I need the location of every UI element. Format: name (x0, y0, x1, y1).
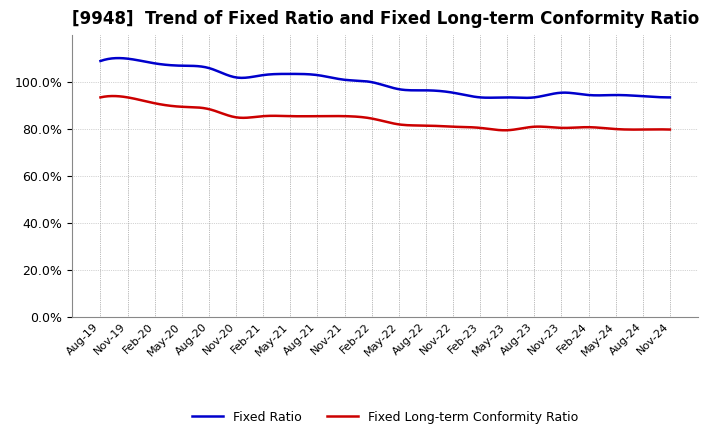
Fixed Ratio (665, 95, 674, 100)
Fixed Long-term Conformity Ratio (96, 95, 105, 100)
Fixed Ratio (616, 92, 625, 98)
Fixed Ratio (96, 59, 105, 64)
Fixed Long-term Conformity Ratio (109, 93, 118, 99)
Fixed Ratio (580, 92, 588, 97)
Fixed Ratio (437, 88, 446, 94)
Fixed Ratio (435, 88, 444, 94)
Fixed Long-term Conformity Ratio (580, 125, 588, 130)
Fixed Long-term Conformity Ratio (665, 127, 674, 132)
Line: Fixed Ratio: Fixed Ratio (101, 58, 670, 98)
Fixed Ratio (98, 58, 107, 63)
Fixed Ratio (446, 90, 455, 95)
Fixed Ratio (113, 55, 122, 61)
Fixed Long-term Conformity Ratio (98, 94, 107, 99)
Fixed Long-term Conformity Ratio (500, 128, 508, 133)
Fixed Ratio (521, 95, 529, 100)
Legend: Fixed Ratio, Fixed Long-term Conformity Ratio: Fixed Ratio, Fixed Long-term Conformity … (187, 406, 583, 429)
Title: [9948]  Trend of Fixed Ratio and Fixed Long-term Conformity Ratio: [9948] Trend of Fixed Ratio and Fixed Lo… (71, 10, 699, 28)
Fixed Long-term Conformity Ratio (616, 127, 625, 132)
Line: Fixed Long-term Conformity Ratio: Fixed Long-term Conformity Ratio (101, 96, 670, 130)
Fixed Long-term Conformity Ratio (437, 124, 446, 129)
Fixed Long-term Conformity Ratio (446, 124, 455, 129)
Fixed Long-term Conformity Ratio (435, 124, 444, 129)
